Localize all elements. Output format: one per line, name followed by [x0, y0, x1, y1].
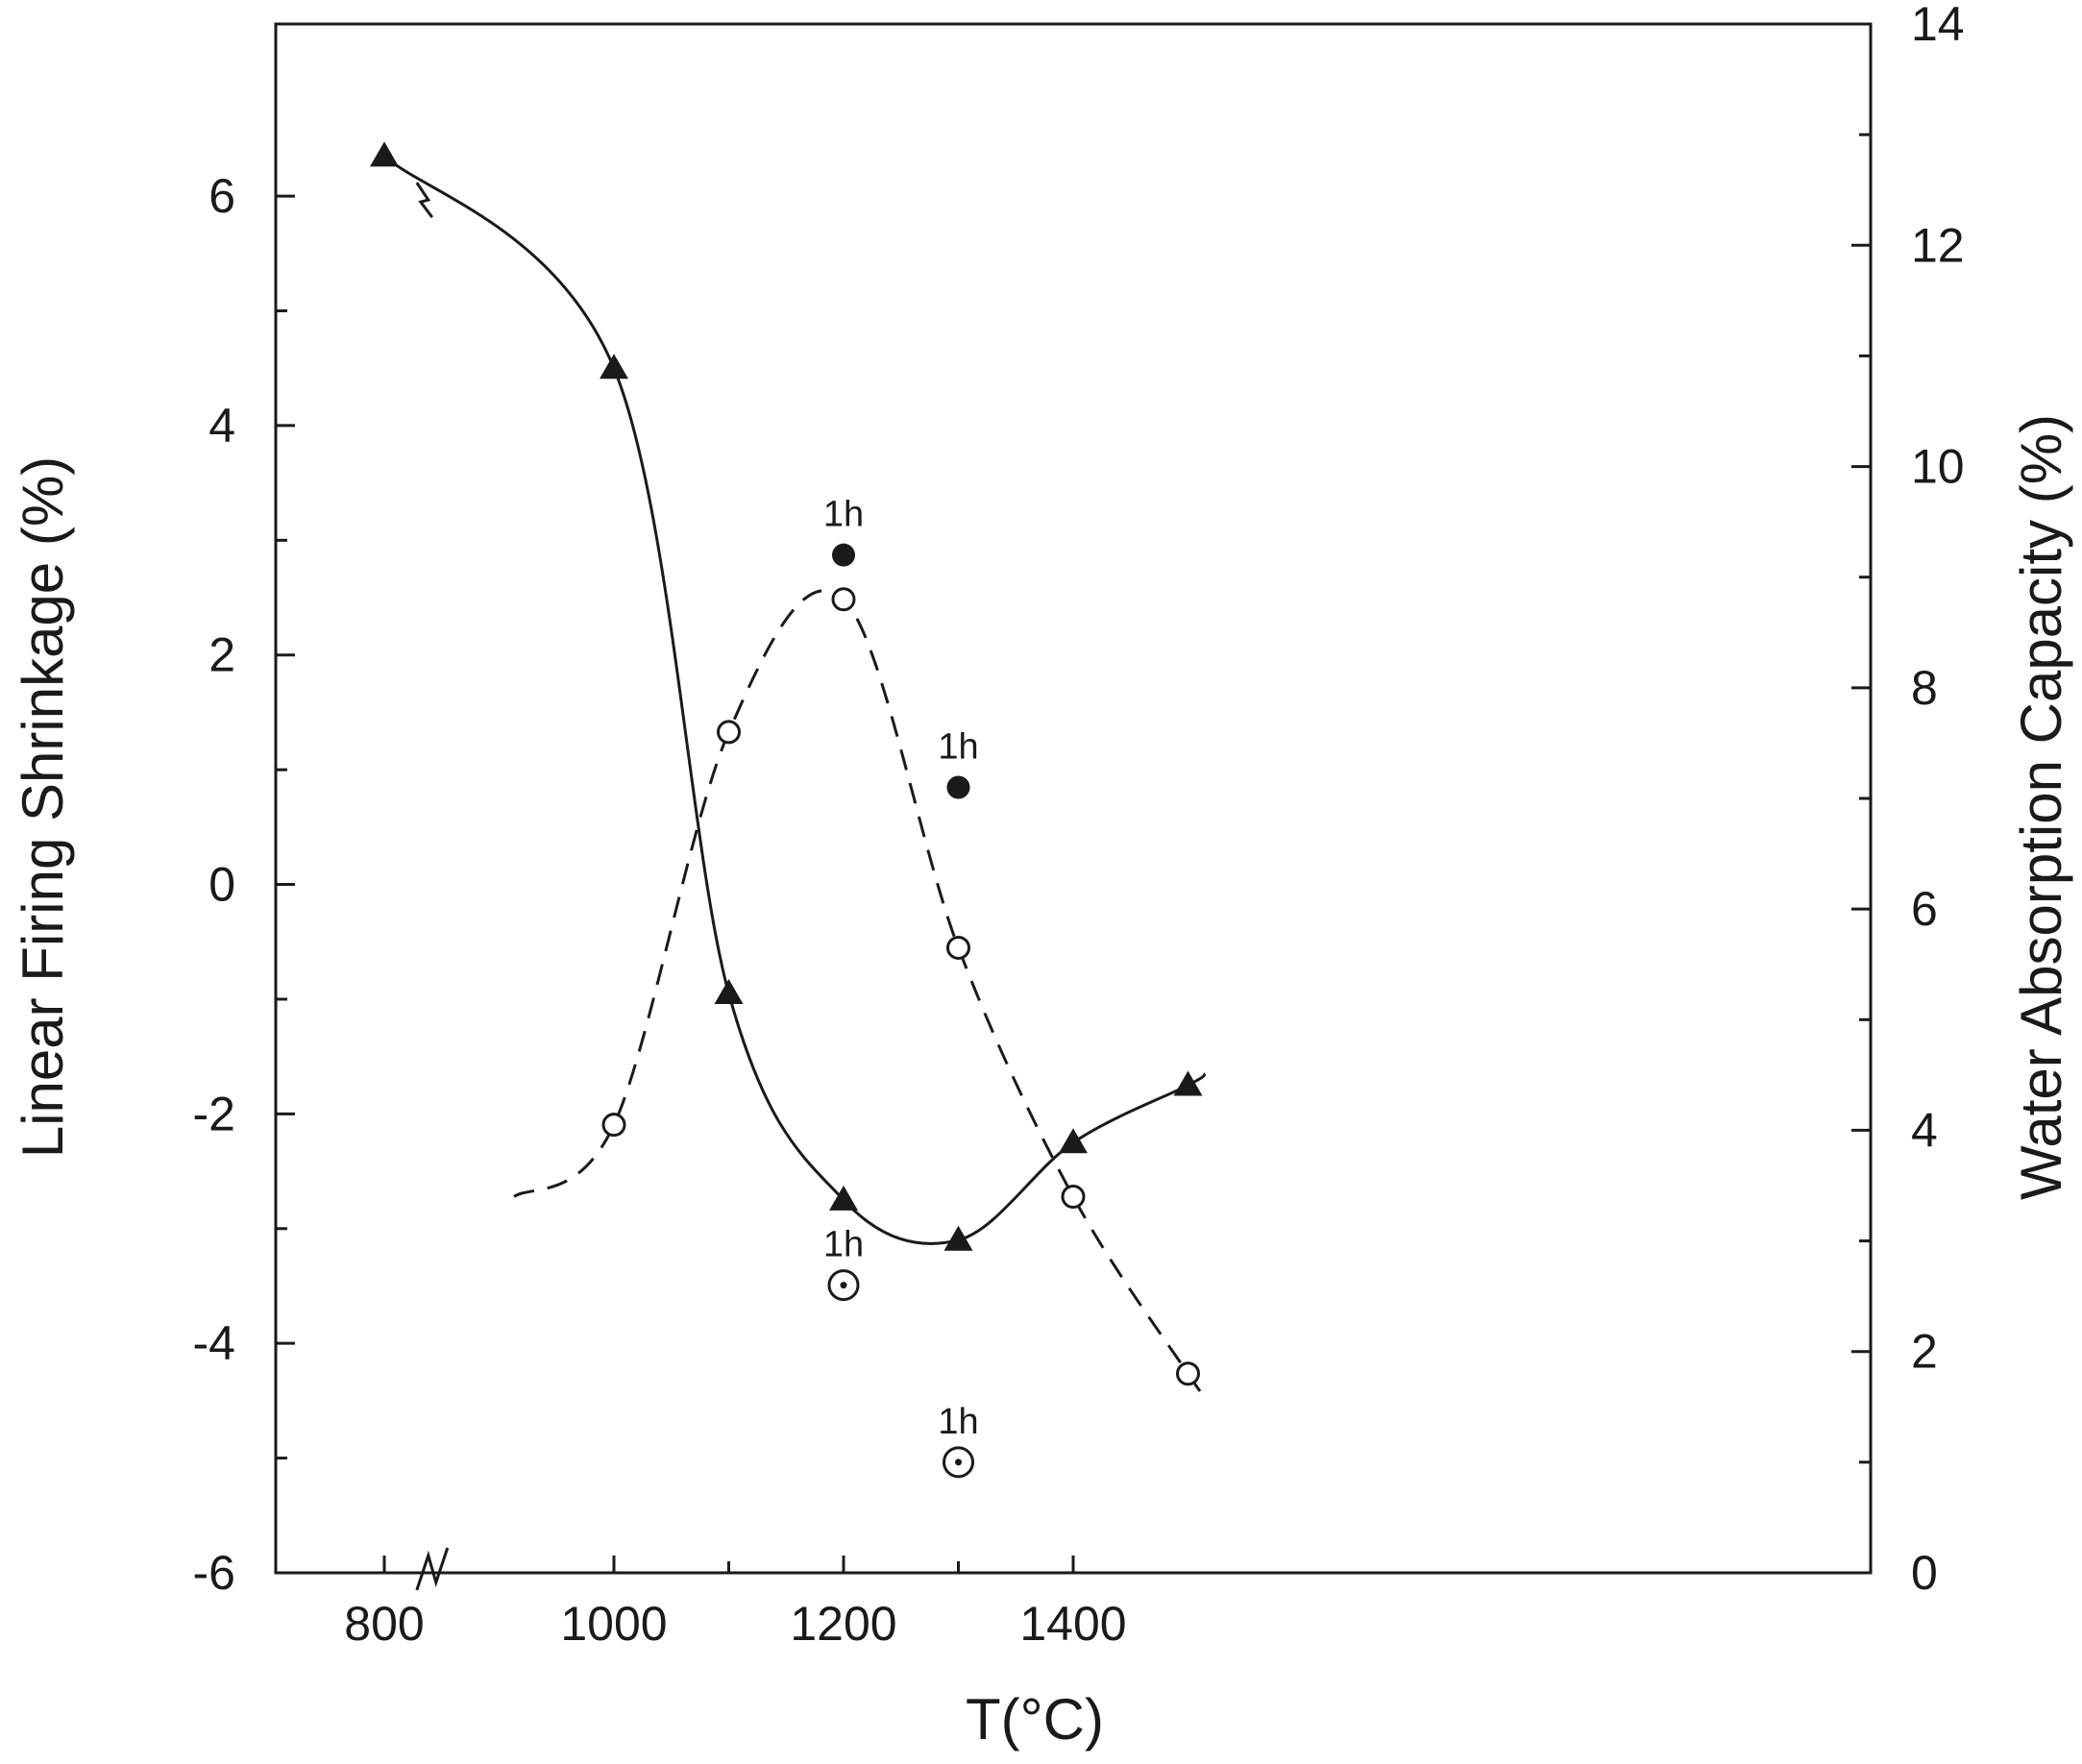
y-left-tick-label: -6: [193, 1546, 235, 1600]
y-right-tick-label: 8: [1911, 661, 1938, 715]
y-right-tick-label: 14: [1911, 0, 1965, 51]
markers-layer: [370, 141, 1203, 1479]
annot-label: 1h: [938, 1402, 978, 1442]
y-left-tick-label: -2: [193, 1087, 235, 1140]
y-right-tick-label: 6: [1911, 882, 1938, 936]
series-water-absorption-line: [513, 589, 1207, 1398]
annot-layer: 1h 1h 1h 1h: [823, 495, 979, 1442]
annot-dotted-point-center: [955, 1458, 962, 1466]
shrinkage-point: [1059, 1128, 1088, 1154]
y-right-tick-label: 12: [1911, 218, 1965, 272]
shrinkage-point: [600, 354, 628, 380]
water-absorption-point: [1176, 1361, 1200, 1386]
shrinkage-point: [943, 1225, 973, 1251]
annot-label: 1h: [938, 726, 978, 767]
x-axis-title: T(°C): [966, 1687, 1104, 1752]
y-left-tick-label: -4: [193, 1316, 235, 1370]
x-tick-label: 1400: [1019, 1597, 1126, 1651]
water-absorption-point: [831, 587, 856, 612]
curves-layer: [382, 155, 1207, 1398]
shrinkage-point: [370, 141, 399, 167]
y-right-axis-title: Water Absorption Capacity (%): [2009, 414, 2073, 1200]
annot-filled-point: [832, 543, 855, 567]
shrinkage-point: [829, 1185, 858, 1211]
y-right-tick-label: 0: [1911, 1546, 1938, 1600]
y-left-tick-label: 2: [208, 628, 235, 682]
shrinkage-point: [1173, 1070, 1203, 1096]
x-tick-label: 1000: [560, 1597, 667, 1651]
y-left-tick-label: 0: [208, 858, 235, 912]
x-axis-break: [415, 1547, 450, 1591]
water-absorption-point: [1061, 1185, 1086, 1210]
y-left-axis-title: Linear Firing Shrinkage (%): [11, 456, 75, 1158]
y-right-tick-label: 4: [1911, 1103, 1938, 1157]
y-left-tick-label: 6: [208, 169, 235, 223]
annot-filled-point: [946, 775, 970, 799]
ticks-layer: 800 1000 1200 1400 -6 -4 -2 0 2 4 6 0 2 4 6 8 10 12 14: [193, 0, 1965, 1651]
x-tick-label: 800: [344, 1597, 424, 1651]
y-left-tick-label: 4: [208, 399, 235, 453]
x-tick-label: 1200: [790, 1597, 896, 1651]
water-absorption-point: [717, 720, 741, 745]
series-shrinkage-line: [382, 155, 1207, 1245]
annot-dotted-point-center: [840, 1282, 847, 1289]
plot-frame: [274, 22, 1873, 1575]
water-absorption-point: [946, 935, 970, 960]
annot-label: 1h: [823, 495, 864, 535]
y-right-tick-label: 10: [1911, 440, 1965, 494]
annot-label: 1h: [823, 1225, 864, 1265]
y-right-tick-label: 2: [1911, 1325, 1938, 1379]
shrinkage-point: [714, 978, 744, 1004]
water-absorption-point: [601, 1113, 626, 1138]
series-shrinkage-break: [415, 182, 434, 219]
